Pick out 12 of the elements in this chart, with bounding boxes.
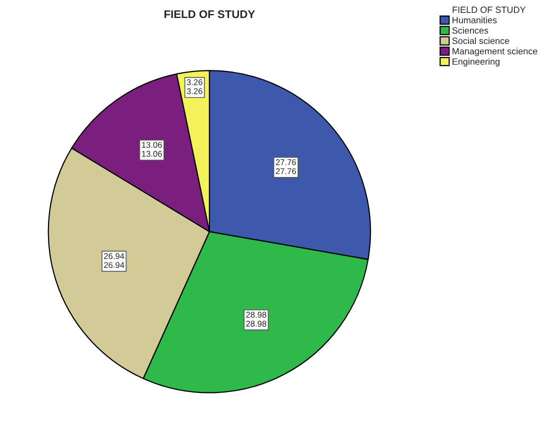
legend-label: Engineering [452,58,500,67]
legend-label: Humanities [452,16,497,24]
data-label: 26.94 26.94 [104,253,124,268]
chart-title: FIELD OF STUDY [164,10,255,18]
data-label: 13.06 13.06 [142,142,162,157]
legend-label: Management science [452,48,538,56]
legend-label: Sciences [452,27,488,34]
data-label: 28.98 28.98 [246,312,266,327]
data-label: 3.26 3.26 [186,79,202,94]
data-label: 27.76 27.76 [276,159,296,174]
legend-label: Social science [452,37,510,44]
legend-title: FIELD OF STUDY [452,6,526,13]
